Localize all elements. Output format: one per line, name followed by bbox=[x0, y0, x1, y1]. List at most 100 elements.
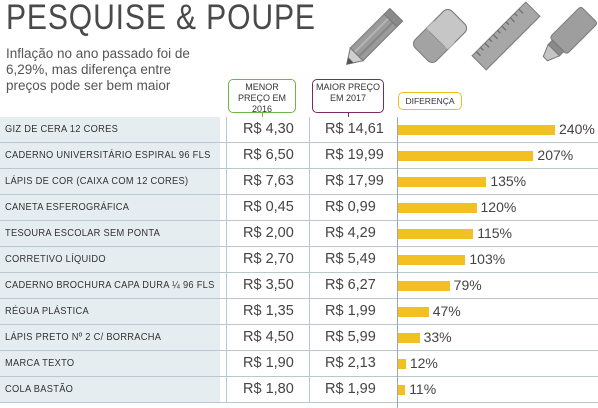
item-name-cell: RÉGUA PLÁSTICA bbox=[0, 299, 220, 324]
min-price: R$ 6,50 bbox=[243, 147, 294, 163]
difference-label: 79% bbox=[453, 277, 482, 293]
column-divider bbox=[226, 247, 227, 273]
difference-bar bbox=[398, 307, 429, 317]
min-price: R$ 1,35 bbox=[243, 303, 294, 319]
difference-label: 240% bbox=[559, 121, 595, 137]
item-name-cell: MARCA TEXTO bbox=[0, 351, 220, 376]
row-divider bbox=[0, 402, 598, 403]
item-name-cell: CADERNO BROCHURA CAPA DURA ¼ 96 FLS bbox=[0, 273, 220, 298]
bar-axis bbox=[397, 117, 398, 408]
item-name: CORRETIVO LÍQUIDO bbox=[5, 254, 106, 265]
difference-header: DIFERENÇA bbox=[398, 92, 462, 110]
pencil-icon bbox=[346, 7, 404, 65]
difference-bar bbox=[398, 333, 420, 343]
max-price-header: MAIOR PREÇO EM 2017 bbox=[312, 79, 384, 113]
table-row: LÁPIS DE COR (CAIXA COM 12 CORES) R$ 7,6… bbox=[0, 169, 598, 195]
column-divider bbox=[226, 169, 227, 195]
difference-bar bbox=[398, 125, 555, 135]
table-row: COLA BASTÃO R$ 1,80 R$ 1,99 11% bbox=[0, 377, 598, 403]
column-divider bbox=[309, 195, 310, 221]
difference-bar bbox=[398, 281, 450, 291]
difference-label: 120% bbox=[480, 199, 517, 215]
min-price: R$ 3,50 bbox=[243, 277, 294, 293]
school-supplies-icons bbox=[330, 0, 598, 72]
ruler-icon bbox=[471, 1, 541, 71]
table-row: CORRETIVO LÍQUIDO R$ 2,70 R$ 5,49 103% bbox=[0, 247, 598, 273]
column-divider bbox=[226, 377, 227, 403]
max-price: R$ 19,99 bbox=[325, 147, 384, 163]
min-price: R$ 1,90 bbox=[243, 355, 294, 371]
item-name: GIZ DE CERA 12 CORES bbox=[5, 124, 119, 135]
column-divider bbox=[309, 247, 310, 273]
column-divider bbox=[226, 273, 227, 299]
item-name-cell: COLA BASTÃO bbox=[0, 377, 220, 402]
table-row: CADERNO UNIVERSITÁRIO ESPIRAL 96 FLS R$ … bbox=[0, 143, 598, 169]
min-price: R$ 0,45 bbox=[243, 199, 294, 215]
item-name: RÉGUA PLÁSTICA bbox=[5, 306, 90, 317]
min-price-header: MENOR PREÇO EM 2016 bbox=[228, 79, 296, 114]
min-price: R$ 1,80 bbox=[243, 381, 294, 397]
item-name: LÁPIS PRETO Nº 2 C/ BORRACHA bbox=[5, 332, 162, 343]
column-divider bbox=[226, 299, 227, 325]
item-name: CADERNO UNIVERSITÁRIO ESPIRAL 96 FLS bbox=[5, 150, 211, 161]
difference-bar bbox=[398, 177, 487, 187]
column-divider bbox=[309, 351, 310, 377]
item-name-cell: CADERNO UNIVERSITÁRIO ESPIRAL 96 FLS bbox=[0, 143, 220, 168]
max-price: R$ 1,99 bbox=[325, 381, 376, 397]
max-price-header-stem bbox=[348, 113, 349, 117]
min-price-header-stem bbox=[262, 113, 263, 117]
table-row: TESOURA ESCOLAR SEM PONTA R$ 2,00 R$ 4,2… bbox=[0, 221, 598, 247]
item-name: MARCA TEXTO bbox=[5, 358, 75, 369]
difference-bar bbox=[398, 229, 474, 239]
max-price: R$ 17,99 bbox=[325, 173, 384, 189]
difference-label: 33% bbox=[423, 329, 452, 345]
min-price: R$ 4,50 bbox=[243, 329, 294, 345]
max-price: R$ 0,99 bbox=[325, 199, 376, 215]
column-divider bbox=[226, 117, 227, 143]
column-divider bbox=[226, 195, 227, 221]
table-row: RÉGUA PLÁSTICA R$ 1,35 R$ 1,99 47% bbox=[0, 299, 598, 325]
row-divider bbox=[0, 220, 598, 221]
difference-label: 103% bbox=[469, 251, 506, 267]
item-name: COLA BASTÃO bbox=[5, 384, 74, 395]
max-price: R$ 4,29 bbox=[325, 225, 376, 241]
max-price: R$ 5,99 bbox=[325, 329, 376, 345]
item-name: TESOURA ESCOLAR SEM PONTA bbox=[5, 228, 161, 239]
column-divider bbox=[226, 351, 227, 377]
column-divider bbox=[309, 117, 310, 143]
difference-label: 47% bbox=[432, 303, 461, 319]
column-divider bbox=[309, 169, 310, 195]
difference-label: 135% bbox=[490, 173, 527, 189]
row-divider bbox=[0, 272, 598, 273]
difference-label: 115% bbox=[477, 225, 512, 241]
max-price: R$ 5,49 bbox=[325, 251, 376, 267]
item-name-cell: GIZ DE CERA 12 CORES bbox=[0, 117, 220, 142]
column-divider bbox=[309, 143, 310, 169]
column-divider bbox=[226, 143, 227, 169]
max-price: R$ 1,99 bbox=[325, 303, 376, 319]
row-divider bbox=[0, 168, 598, 169]
row-divider bbox=[0, 350, 598, 351]
table-row: GIZ DE CERA 12 CORES R$ 4,30 R$ 14,61 24… bbox=[0, 117, 598, 143]
min-price: R$ 4,30 bbox=[243, 121, 294, 137]
column-divider bbox=[309, 221, 310, 247]
column-divider bbox=[309, 273, 310, 299]
difference-bar bbox=[398, 151, 534, 161]
item-name: CADERNO BROCHURA CAPA DURA ¼ 96 FLS bbox=[5, 280, 215, 291]
difference-label: 11% bbox=[409, 381, 437, 397]
max-price: R$ 2,13 bbox=[325, 355, 376, 371]
column-divider bbox=[309, 377, 310, 403]
item-name-cell: LÁPIS PRETO Nº 2 C/ BORRACHA bbox=[0, 325, 220, 350]
column-divider bbox=[309, 299, 310, 325]
difference-bar bbox=[398, 359, 406, 369]
item-name-cell: CORRETIVO LÍQUIDO bbox=[0, 247, 220, 272]
max-price: R$ 14,61 bbox=[325, 121, 384, 137]
column-divider bbox=[309, 325, 310, 351]
subtitle: Inflação no ano passado foi de 6,29%, ma… bbox=[6, 46, 190, 93]
difference-bar bbox=[398, 203, 477, 213]
row-divider bbox=[0, 324, 598, 325]
difference-label: 12% bbox=[409, 355, 438, 371]
difference-bar bbox=[398, 255, 466, 265]
column-divider bbox=[226, 325, 227, 351]
difference-label: 207% bbox=[537, 147, 574, 163]
